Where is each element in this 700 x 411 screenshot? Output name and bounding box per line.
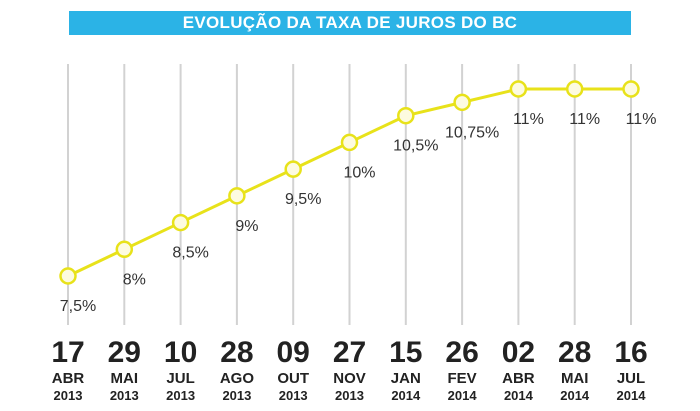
- data-label: 8,5%: [172, 245, 208, 262]
- x-tick-month: MAI: [111, 370, 139, 387]
- data-label: 11%: [569, 111, 600, 128]
- data-point: [397, 106, 415, 125]
- data-label: 9,5%: [285, 191, 321, 208]
- data-label: 11%: [513, 111, 544, 128]
- data-point: [59, 267, 77, 285]
- x-tick-month: JAN: [391, 370, 421, 387]
- data-label: 8%: [123, 271, 146, 288]
- data-label: 11%: [626, 111, 657, 128]
- x-tick-year: 2014: [560, 388, 590, 403]
- x-tick-year: 2014: [617, 388, 647, 403]
- data-point: [340, 133, 359, 152]
- x-tick-day: 09: [277, 336, 310, 369]
- x-tick-month: JUL: [617, 370, 645, 387]
- x-tick-day: 28: [220, 336, 253, 369]
- data-point: [228, 187, 246, 205]
- x-tick-month: OUT: [277, 370, 309, 387]
- x-tick-day: 28: [558, 336, 591, 369]
- x-tick-month: NOV: [333, 370, 366, 387]
- x-tick-year: 2014: [504, 388, 534, 403]
- x-tick-month: ABR: [502, 370, 535, 387]
- data-point: [284, 160, 302, 178]
- x-tick-year: 2013: [335, 388, 364, 403]
- x-tick-day: 02: [502, 336, 535, 369]
- x-tick-day: 27: [333, 336, 366, 369]
- x-tick-year: 2014: [391, 388, 421, 403]
- x-tick-day: 15: [389, 336, 422, 369]
- data-point: [509, 80, 528, 98]
- data-point: [171, 213, 190, 232]
- data-point: [565, 80, 584, 98]
- x-tick-month: FEV: [448, 370, 477, 387]
- data-point: [453, 93, 471, 112]
- x-tick-day: 29: [108, 336, 141, 369]
- data-label: 10,75%: [445, 124, 499, 141]
- x-tick-month: JUL: [166, 370, 194, 387]
- data-label: 10%: [343, 164, 375, 181]
- x-tick-year: 2013: [54, 388, 83, 403]
- x-tick-year: 2014: [448, 388, 478, 403]
- data-label: 10,5%: [393, 138, 438, 155]
- x-tick-year: 2013: [166, 388, 195, 403]
- x-tick-year: 2013: [222, 388, 251, 403]
- x-tick-day: 16: [614, 336, 647, 369]
- x-tick-month: AGO: [220, 370, 255, 387]
- x-tick-day: 10: [164, 336, 197, 369]
- data-label: 7,5%: [60, 298, 96, 315]
- data-label: 9%: [235, 218, 258, 235]
- x-tick-month: MAI: [561, 370, 589, 387]
- x-tick-year: 2013: [279, 388, 308, 403]
- x-tick-day: 17: [51, 336, 84, 369]
- chart-title: EVOLUÇÃO DA TAXA DE JUROS DO BC: [69, 11, 631, 35]
- data-point: [115, 240, 134, 259]
- x-tick-month: ABR: [52, 370, 85, 387]
- data-point: [622, 80, 640, 98]
- x-tick-day: 26: [445, 336, 478, 369]
- x-tick-year: 2013: [110, 388, 139, 403]
